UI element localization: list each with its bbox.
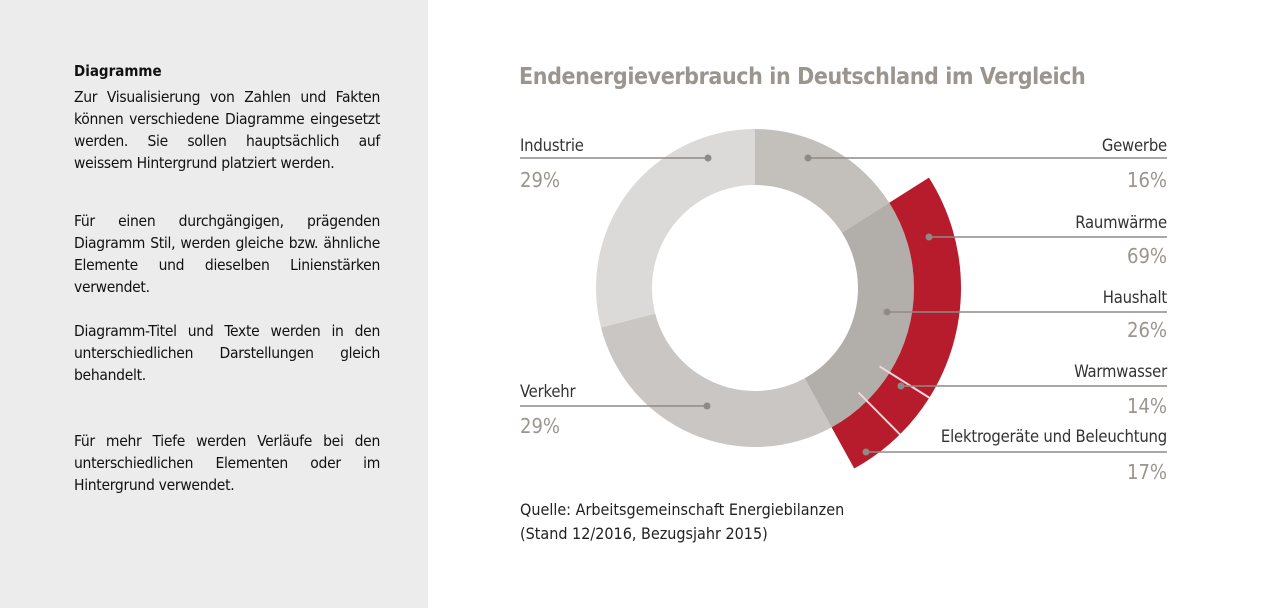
- value-raumwaerme: 69%: [1127, 244, 1167, 268]
- source-line: Quelle: Arbeitsgemeinschaft Energiebilan…: [520, 500, 845, 519]
- label-warmwasser: Warmwasser: [1074, 362, 1167, 381]
- leader-dot: [883, 308, 891, 316]
- leader-dot: [862, 448, 870, 456]
- leader-dot: [897, 382, 905, 390]
- value-haushalt: 26%: [1127, 318, 1167, 342]
- leader-dot: [704, 154, 712, 162]
- value-verkehr: 29%: [520, 414, 560, 438]
- slice-verkehr: [600, 313, 832, 447]
- chart-title: Endenergieverbrauch in Deutschland im Ve…: [519, 64, 1086, 90]
- value-gewerbe: 16%: [1127, 168, 1167, 192]
- value-warmwasser: 14%: [1127, 394, 1167, 418]
- sidebar-heading: Diagramme: [74, 62, 162, 80]
- value-industrie: 29%: [520, 168, 560, 192]
- breakdown-separator: [857, 391, 901, 436]
- leader-dot: [804, 154, 812, 162]
- label-haushalt: Haushalt: [1102, 288, 1167, 307]
- paragraph: Zur Visualisierung von Zahlen und Fakten…: [74, 88, 380, 172]
- leader-dot: [703, 402, 711, 410]
- chart-source: Quelle: Arbeitsgemeinschaft Energiebilan…: [520, 498, 844, 546]
- label-elektrogeraete: Elektrogeräte und Beleuchtung: [940, 427, 1167, 446]
- label-verkehr: Verkehr: [520, 382, 576, 401]
- paragraph: Für einen durchgängigen, prägenden Diagr…: [74, 212, 380, 296]
- label-industrie: Industrie: [520, 136, 584, 155]
- label-raumwaerme: Raumwärme: [1075, 213, 1167, 232]
- breakdown-slice: [889, 177, 961, 398]
- label-gewerbe: Gewerbe: [1101, 136, 1167, 155]
- value-elektrogeraete: 17%: [1127, 460, 1167, 484]
- slice-industrie: [596, 129, 755, 328]
- paragraph: Für mehr Tiefe werden Verläufe bei den u…: [74, 432, 380, 494]
- breakdown-separator: [878, 365, 930, 399]
- slice-gewerbe: [755, 129, 890, 233]
- source-line: (Stand 12/2016, Bezugsjahr 2015): [520, 524, 768, 543]
- sidebar: Diagramme Zur Visualisierung von Zahlen …: [0, 0, 428, 608]
- paragraph: Diagramm-Titel und Texte werden in den u…: [74, 322, 380, 384]
- leader-dot: [925, 233, 933, 241]
